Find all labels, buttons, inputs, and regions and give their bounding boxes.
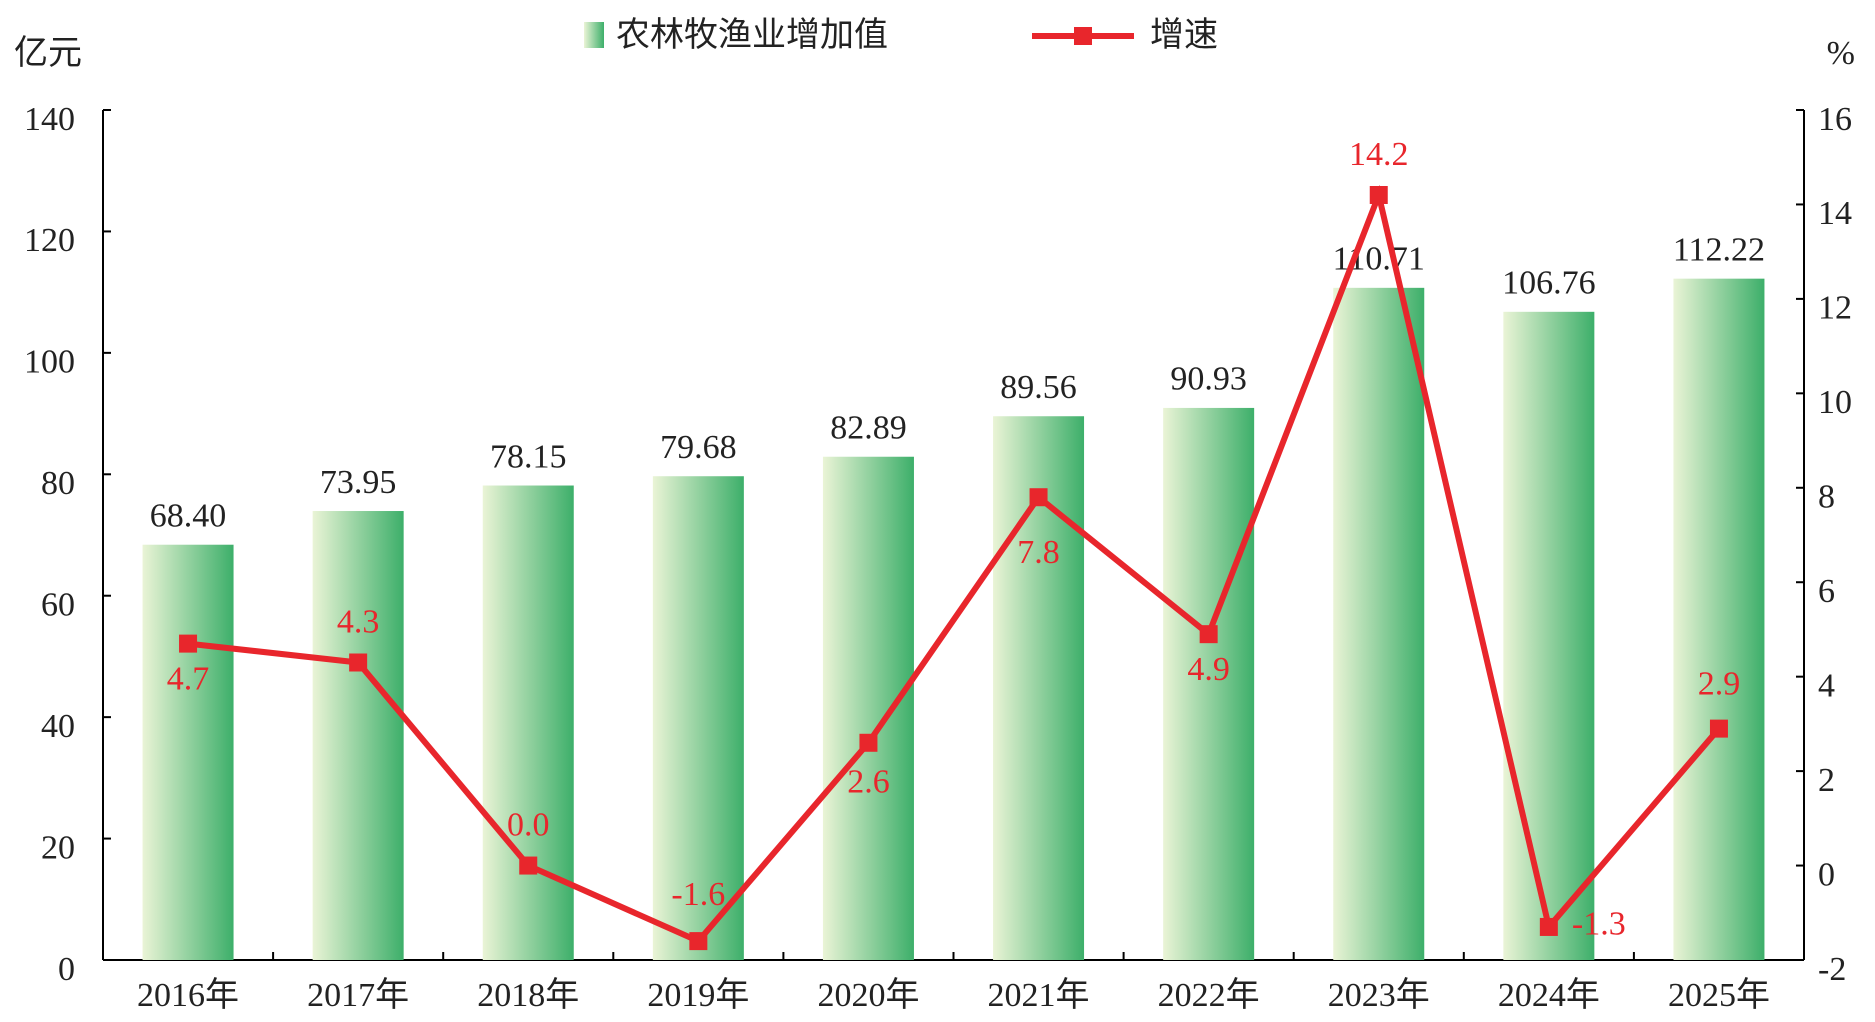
legend-label: 增速 <box>1150 16 1218 54</box>
bar <box>1163 407 1255 960</box>
line-marker <box>1369 186 1388 204</box>
y-tick-label: 0 <box>58 951 75 988</box>
line-value-label: 4.9 <box>1187 651 1230 688</box>
line-marker <box>349 653 368 672</box>
y-tick-label: 100 <box>24 344 75 381</box>
y-tick-label: 60 <box>41 587 75 624</box>
line-value-label: -1.3 <box>1572 906 1626 943</box>
line-value-label: 2.9 <box>1698 665 1741 702</box>
y2-tick-label: -2 <box>1818 951 1846 988</box>
y-tick-label: 80 <box>41 465 75 502</box>
bar <box>312 511 404 960</box>
bar <box>1333 287 1425 960</box>
x-tick-label: 2018年 <box>477 976 579 1014</box>
bar-value-label: 90.93 <box>1170 361 1247 398</box>
bar-value-label: 73.95 <box>320 464 397 501</box>
bar <box>993 416 1085 960</box>
y2-tick-label: 0 <box>1818 856 1835 893</box>
line-value-label: -1.6 <box>671 876 725 913</box>
line-marker <box>179 634 198 653</box>
line-value-label: 2.6 <box>847 764 890 801</box>
y2-tick-label: 4 <box>1818 667 1835 704</box>
line-value-label: 4.7 <box>167 660 210 697</box>
y-tick-label: 40 <box>41 708 75 745</box>
bar <box>142 544 234 960</box>
bar-value-label: 78.15 <box>490 438 567 475</box>
y2-tick-label: 8 <box>1818 479 1835 516</box>
y2-tick-label: 16 <box>1818 101 1852 138</box>
y-tick-label: 140 <box>24 101 75 138</box>
line-marker <box>859 733 878 752</box>
bar <box>822 456 914 960</box>
x-tick-label: 2021年 <box>988 976 1090 1014</box>
line-marker <box>519 856 538 875</box>
line-marker <box>1709 719 1728 738</box>
bar <box>1673 278 1765 960</box>
y2-tick-label: 10 <box>1818 384 1852 421</box>
x-tick-label: 2024年 <box>1498 976 1600 1014</box>
y2-tick-label: 12 <box>1818 290 1852 327</box>
x-tick-label: 2022年 <box>1158 976 1260 1014</box>
y2-tick-label: 2 <box>1818 762 1835 799</box>
x-tick-label: 2020年 <box>817 976 919 1014</box>
bar-value-label: 89.56 <box>1000 369 1077 406</box>
x-tick-label: 2025年 <box>1668 976 1770 1014</box>
legend-marker <box>1074 27 1092 45</box>
bar-value-label: 82.89 <box>830 410 907 447</box>
line-marker <box>1199 625 1218 644</box>
x-tick-label: 2019年 <box>647 976 749 1014</box>
line-marker <box>1539 917 1558 936</box>
y-axis-label: 亿元 <box>14 34 82 72</box>
bar-value-label: 68.40 <box>150 498 227 535</box>
bar-value-label: 112.22 <box>1673 231 1765 268</box>
legend-label: 农林牧渔业增加值 <box>616 16 888 54</box>
bar-value-label: 106.76 <box>1502 265 1596 302</box>
bar <box>652 476 744 960</box>
y2-tick-label: 14 <box>1818 195 1852 232</box>
line-value-label: 14.2 <box>1349 136 1409 173</box>
x-tick-label: 2016年 <box>137 976 239 1014</box>
bar <box>482 485 574 960</box>
y-tick-label: 120 <box>24 222 75 259</box>
x-tick-label: 2017年 <box>307 976 409 1014</box>
y2-axis-label: % <box>1827 35 1855 72</box>
line-value-label: 7.8 <box>1017 534 1060 571</box>
bar <box>1503 311 1595 960</box>
line-marker <box>1029 488 1048 507</box>
legend-swatch <box>584 22 604 48</box>
bar-value-label: 79.68 <box>660 429 737 466</box>
y-tick-label: 20 <box>41 829 75 866</box>
y2-tick-label: 6 <box>1818 573 1835 610</box>
line <box>187 184 1722 945</box>
line-marker <box>689 932 708 951</box>
line-value-label: 0.0 <box>507 806 550 843</box>
x-tick-label: 2023年 <box>1328 976 1430 1014</box>
line-value-label: 4.3 <box>337 603 380 640</box>
